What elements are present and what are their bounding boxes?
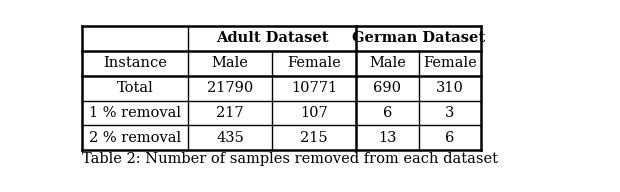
Text: 435: 435: [216, 131, 244, 145]
Text: 2 % removal: 2 % removal: [89, 131, 181, 145]
Text: Female: Female: [287, 56, 341, 70]
Text: 690: 690: [373, 81, 401, 95]
Text: Table 2: Number of samples removed from each dataset: Table 2: Number of samples removed from …: [82, 152, 498, 166]
Text: 310: 310: [436, 81, 464, 95]
Text: 13: 13: [378, 131, 397, 145]
Text: Male: Male: [211, 56, 249, 70]
Text: 215: 215: [300, 131, 328, 145]
Text: Total: Total: [117, 81, 154, 95]
Text: 21790: 21790: [207, 81, 253, 95]
Text: Female: Female: [423, 56, 477, 70]
Text: 217: 217: [216, 106, 244, 120]
Text: Male: Male: [369, 56, 406, 70]
Text: 6: 6: [445, 131, 454, 145]
Text: 1 % removal: 1 % removal: [89, 106, 181, 120]
Text: 3: 3: [445, 106, 454, 120]
Text: 10771: 10771: [291, 81, 337, 95]
Text: 107: 107: [300, 106, 328, 120]
Text: German Dataset: German Dataset: [352, 31, 485, 46]
Text: Instance: Instance: [103, 56, 167, 70]
Text: Adult Dataset: Adult Dataset: [216, 31, 329, 46]
Text: 6: 6: [383, 106, 392, 120]
